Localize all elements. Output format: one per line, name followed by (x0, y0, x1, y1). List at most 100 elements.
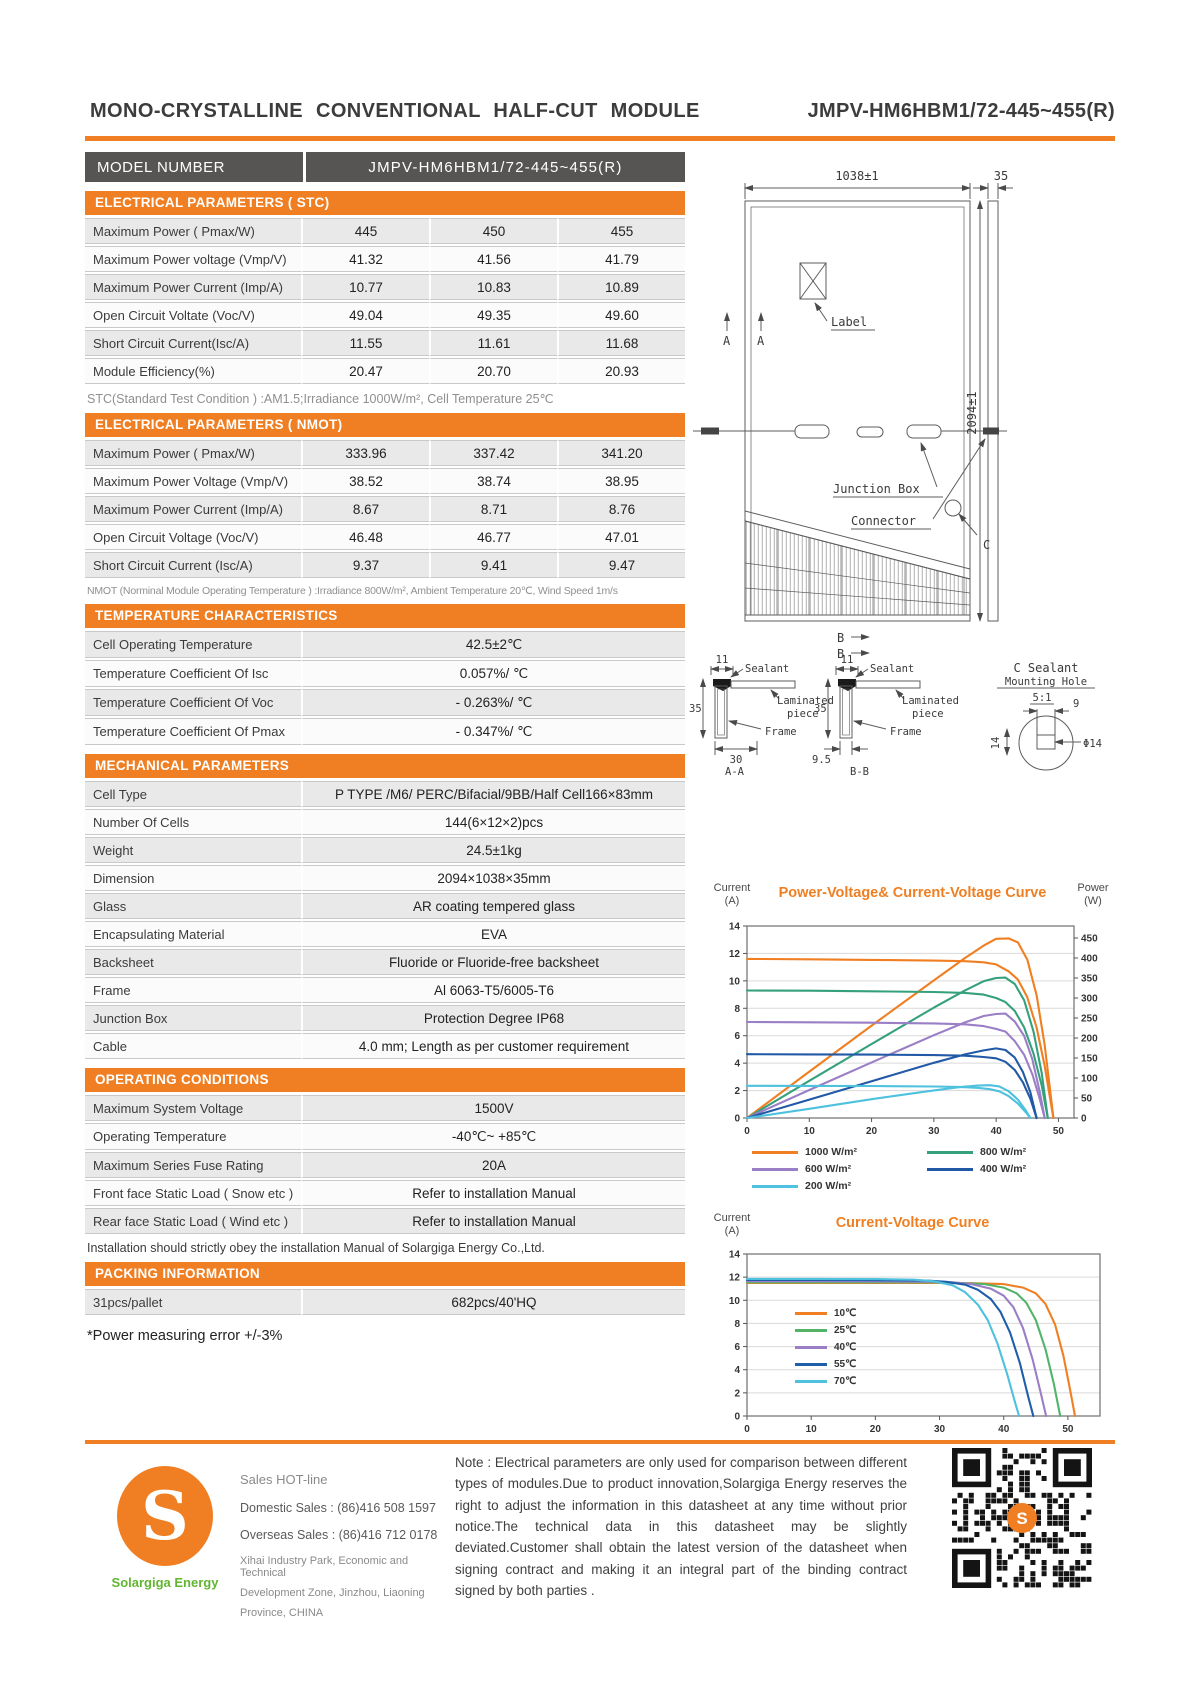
table-row: Maximum Power ( Pmax/W) 333.96 337.42 341.2… (85, 440, 685, 466)
row-value: Al 6063-T5/6005-T6 (301, 977, 685, 1003)
row-value: 49.04 (301, 302, 429, 328)
frame-label: Frame (765, 726, 797, 738)
chart2-title: Current-Voltage Curve (835, 1215, 990, 1231)
contact-block: Sales HOT-line Domestic Sales : (86)416 … (240, 1472, 445, 1627)
dim-35-label: 35 (814, 703, 827, 715)
svg-text:0: 0 (734, 1412, 740, 1423)
svg-text:12: 12 (729, 949, 741, 960)
svg-text:300: 300 (1081, 994, 1098, 1005)
row-value: 20A (301, 1152, 685, 1178)
c-sealant-title: C Sealant (1013, 661, 1078, 675)
row-value: 47.01 (557, 524, 685, 550)
address-line: Xihai Industry Park, Economic and Techni… (240, 1555, 409, 1579)
svg-text:10: 10 (804, 1126, 816, 1137)
legend-label: 200 W/m² (805, 1180, 852, 1192)
row-value: 41.79 (557, 246, 685, 272)
sales-hotline-label: Sales HOT-line (240, 1472, 328, 1487)
row-value: - 0.263%/ ℃ (301, 689, 685, 716)
svg-text:2: 2 (734, 1388, 740, 1399)
label-annotation: Label (831, 315, 867, 329)
section-c-marker: C (983, 538, 990, 552)
svg-text:14: 14 (729, 1250, 741, 1261)
row-value: 20.47 (301, 358, 429, 384)
table-row: Glass AR coating tempered glass (85, 893, 685, 919)
dim-30-label: 30 (730, 754, 743, 766)
table-row: Maximum Series Fuse Rating 20A (85, 1152, 685, 1178)
row-value: 144(6×12×2)pcs (301, 809, 685, 835)
section-header-temperature: TEMPERATURE CHARACTERISTICS (85, 604, 685, 628)
legend-label: 70℃ (834, 1376, 857, 1387)
caption-bb: B-B (850, 766, 869, 778)
legend-item: 10℃ (795, 1308, 856, 1319)
row-value: Refer to installation Manual (301, 1208, 685, 1234)
row-value: 4.0 mm; Length as per customer requireme… (301, 1033, 685, 1059)
row-value: 46.48 (301, 524, 429, 550)
sealant-label: Sealant (870, 663, 914, 675)
svg-text:400: 400 (1081, 954, 1098, 965)
svg-text:6: 6 (734, 1031, 740, 1042)
dim-thickness-label: 35 (994, 169, 1008, 183)
legend-item: 600 W/m² (752, 1163, 927, 1175)
table-electrical-nmot: Maximum Power ( Pmax/W) 333.96 337.42 341.2… (85, 438, 685, 580)
chart1-legend: 1000 W/m² 800 W/m² 600 W/m² 400 W/m² 200 W/m… (752, 1146, 1077, 1192)
legend-label: 800 W/m² (980, 1146, 1027, 1158)
row-label: Frame (85, 977, 301, 1003)
svg-text:200: 200 (1081, 1034, 1098, 1045)
row-value: 9.37 (301, 552, 429, 578)
row-value: 1500V (301, 1095, 685, 1121)
row-value: 337.42 (429, 440, 557, 466)
row-value: 49.60 (557, 302, 685, 328)
row-value: 38.74 (429, 468, 557, 494)
row-label: Open Circuit Voltate (Voc/V) (85, 302, 301, 328)
legend-item: 200 W/m² (752, 1180, 927, 1192)
row-label: Open Circuit Voltage (Voc/V) (85, 524, 301, 550)
table-mechanical: Cell Type P TYPE /M6/ PERC/Bifacial/9BB/H… (85, 779, 685, 1061)
table-packing: 31pcs/pallet 682pcs/40'HQ (85, 1287, 685, 1317)
row-value: 20.70 (429, 358, 557, 384)
svg-text:10: 10 (729, 976, 741, 987)
domestic-sales-phone: Domestic Sales : (86)416 508 1597 (240, 1501, 436, 1515)
chart-canvas: 0 2 4 6 8 10 12 14 0 50 100 150 200 250 300 350 400 450 0 1… (729, 922, 1098, 1138)
row-label: Cell Operating Temperature (85, 631, 301, 658)
caption-aa: A-A (725, 766, 745, 778)
section-header-packing: PACKING INFORMATION (85, 1262, 685, 1286)
table-row: Backsheet Fluoride or Fluoride-free backs… (85, 949, 685, 975)
module-technical-drawing: 1038±1 35 2094±1 Label A A Junction Box … (689, 169, 1102, 778)
spec-tables: MODEL NUMBER JMPV-HM6HBM1/72-445~455(R) … (85, 152, 685, 1344)
section-header-nmot: ELECTRICAL PARAMETERS ( NMOT) (85, 413, 685, 437)
section-b-marker: B (837, 647, 844, 661)
svg-text:150: 150 (1081, 1054, 1098, 1065)
legend-swatch (752, 1150, 798, 1154)
legend-item: 800 W/m² (927, 1146, 1077, 1158)
row-value: 10.83 (429, 274, 557, 300)
row-value: 11.55 (301, 330, 429, 356)
legend-item: 400 W/m² (927, 1163, 1077, 1175)
laminated-label: Laminated (777, 695, 834, 707)
row-label: Rear face Static Load ( Wind etc ) (85, 1208, 301, 1234)
page-header: MONO-CRYSTALLINE CONVENTIONAL HALF-CUT M… (90, 100, 1115, 123)
table-row: Maximum Power ( Pmax/W) 445 450 455 (85, 218, 685, 244)
row-label: Short Circuit Current (Isc/A) (85, 552, 301, 578)
installation-note: Installation should strictly obey the in… (87, 1241, 545, 1255)
table-row: Frame Al 6063-T5/6005-T6 (85, 977, 685, 1003)
svg-text:0: 0 (744, 1126, 750, 1137)
row-value: 445 (301, 218, 429, 244)
legend-swatch (795, 1329, 827, 1332)
row-value: 8.71 (429, 496, 557, 522)
chart2-plot: 0 2 4 6 8 10 12 14 0 10 20 30 40 50 (705, 1246, 1120, 1449)
row-value: 333.96 (301, 440, 429, 466)
legend-swatch (795, 1346, 827, 1349)
legend-label: 1000 W/m² (805, 1146, 857, 1158)
legal-note: Note : Electrical parameters are only us… (455, 1455, 907, 1598)
table-row: Weight 24.5±1kg (85, 837, 685, 863)
dim-height-label: 2094±1 (965, 391, 979, 434)
legend-swatch (795, 1380, 827, 1383)
row-value: 455 (557, 218, 685, 244)
legend-swatch (752, 1167, 798, 1171)
table-row: Module Efficiency(%) 20.47 20.70 20.93 (85, 358, 685, 384)
connector-label: Connector (851, 514, 916, 528)
table-row: Temperature Coefficient Of Isc 0.057%/ ℃ (85, 660, 685, 687)
svg-text:50: 50 (1062, 1424, 1074, 1435)
table-row: Maximum Power Current (Imp/A) 10.77 10.83 1… (85, 274, 685, 300)
svg-text:20: 20 (866, 1126, 878, 1137)
